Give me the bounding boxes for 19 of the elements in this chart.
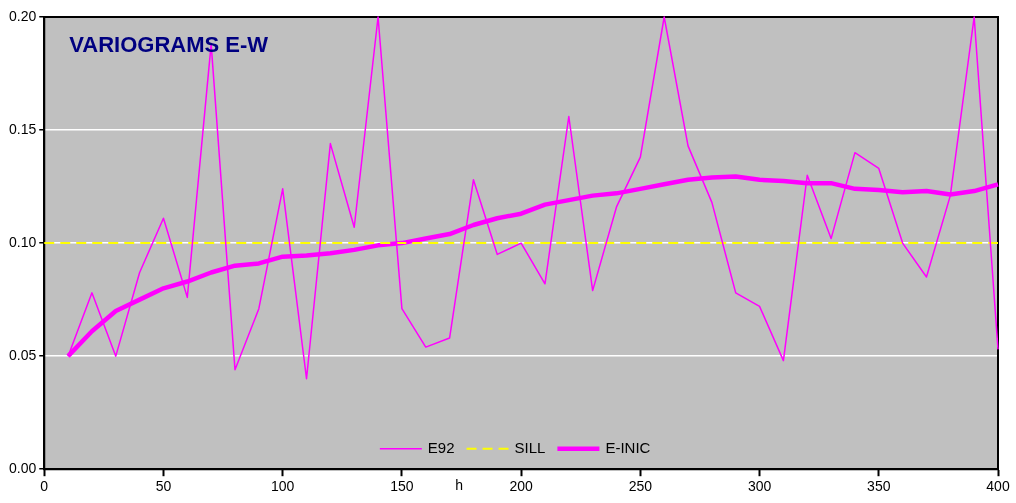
x-tick-label: 150	[390, 478, 414, 495]
y-tick-label: 0.10	[9, 233, 37, 250]
x-tick-label: 0	[40, 478, 49, 495]
x-tick-label: 100	[271, 478, 295, 495]
y-tick-label: 0.00	[9, 460, 37, 477]
x-tick-label: 400	[986, 478, 1010, 495]
x-axis-title: h	[455, 477, 464, 494]
x-tick-label: 250	[628, 478, 653, 495]
legend-label: E92	[427, 438, 455, 456]
legend-label: SILL	[514, 438, 546, 456]
x-tick-label: 50	[155, 478, 172, 495]
legend-label: E-INIC	[605, 438, 651, 456]
y-tick-label: 0.05	[9, 347, 37, 364]
x-tick-label: 200	[509, 478, 534, 495]
x-tick-label: 300	[747, 478, 772, 495]
y-tick-label: 0.15	[9, 120, 37, 137]
text: VARIOGRAMS E-W	[69, 32, 269, 58]
x-tick-label: 350	[867, 478, 891, 495]
y-tick-label: 0.20	[9, 7, 37, 24]
